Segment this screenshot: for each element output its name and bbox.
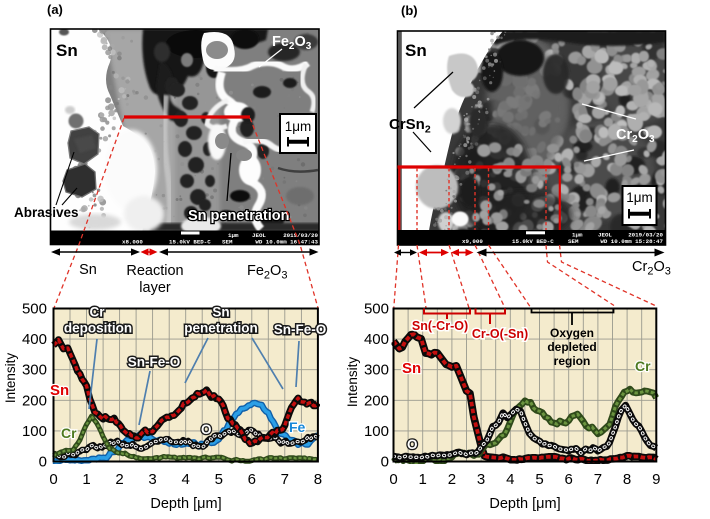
svg-text:x9,000: x9,000	[462, 238, 483, 245]
svg-text:Sn: Sn	[405, 41, 427, 60]
svg-text:(b): (b)	[401, 3, 418, 18]
svg-text:Sn: Sn	[79, 262, 97, 278]
svg-text:0: 0	[39, 454, 47, 471]
svg-text:9: 9	[652, 471, 660, 488]
svg-text:region: region	[554, 354, 591, 368]
svg-text:2019/03/20: 2019/03/20	[283, 232, 318, 239]
svg-text:O: O	[407, 437, 418, 452]
svg-text:Sn: Sn	[402, 360, 421, 377]
svg-text:3: 3	[148, 471, 156, 488]
svg-text:penetration: penetration	[184, 321, 258, 336]
svg-text:6: 6	[565, 471, 573, 488]
svg-text:O: O	[201, 422, 212, 437]
svg-text:Cr: Cr	[89, 305, 105, 320]
svg-text:Cr: Cr	[635, 358, 651, 374]
svg-text:Sn: Sn	[212, 305, 229, 320]
svg-text:0: 0	[49, 471, 57, 488]
svg-text:100: 100	[22, 423, 47, 440]
svg-text:Sn penetration: Sn penetration	[188, 208, 290, 224]
svg-text:SEM: SEM	[222, 238, 233, 245]
svg-text:300: 300	[22, 362, 47, 379]
svg-text:500: 500	[22, 301, 47, 318]
svg-text:500: 500	[364, 301, 389, 318]
svg-text:Sn(-Cr-O): Sn(-Cr-O)	[412, 319, 468, 333]
svg-text:x8,000: x8,000	[122, 238, 143, 245]
svg-text:Sn: Sn	[56, 41, 78, 60]
svg-text:6: 6	[248, 471, 256, 488]
svg-text:Cr2O3: Cr2O3	[616, 127, 655, 145]
svg-text:deposition: deposition	[64, 321, 132, 336]
svg-text:400: 400	[22, 331, 47, 348]
svg-text:Intensity: Intensity	[345, 357, 360, 408]
svg-text:Depth [μm]: Depth [μm]	[150, 496, 221, 512]
svg-text:Fe2O3: Fe2O3	[247, 263, 287, 282]
svg-text:200: 200	[22, 392, 47, 409]
svg-text:layer: layer	[139, 280, 171, 296]
svg-text:8: 8	[623, 471, 631, 488]
svg-text:2019/03/20: 2019/03/20	[628, 231, 663, 238]
svg-text:1μm: 1μm	[228, 232, 239, 239]
svg-text:400: 400	[364, 331, 389, 348]
svg-text:0: 0	[389, 471, 397, 488]
svg-text:Abrasives: Abrasives	[14, 205, 79, 220]
svg-text:1μm: 1μm	[285, 119, 312, 134]
svg-text:Sn-Fe-O: Sn-Fe-O	[274, 322, 327, 337]
svg-text:Sn-Fe-O: Sn-Fe-O	[128, 355, 181, 370]
svg-text:300: 300	[364, 362, 389, 379]
svg-text:4: 4	[182, 471, 190, 488]
svg-text:CrSn2: CrSn2	[389, 116, 431, 136]
svg-text:4: 4	[506, 471, 514, 488]
svg-text:Sn: Sn	[50, 382, 69, 399]
svg-text:Depth [μm]: Depth [μm]	[489, 496, 560, 512]
svg-text:JEOL: JEOL	[598, 231, 612, 238]
svg-text:Cr: Cr	[61, 425, 77, 441]
svg-text:1μm: 1μm	[572, 231, 583, 238]
svg-text:7: 7	[594, 471, 602, 488]
svg-text:1μm: 1μm	[626, 190, 653, 205]
svg-text:3: 3	[477, 471, 485, 488]
svg-text:Fe: Fe	[289, 419, 306, 435]
svg-text:1: 1	[419, 471, 427, 488]
svg-text:Cr-O(-Sn): Cr-O(-Sn)	[472, 327, 528, 341]
svg-text:15.0kV BED-C: 15.0kV BED-C	[512, 238, 554, 245]
svg-text:Reaction: Reaction	[126, 263, 183, 279]
svg-text:0: 0	[381, 454, 389, 471]
svg-text:2: 2	[115, 471, 123, 488]
svg-text:Oxygen: Oxygen	[550, 326, 594, 340]
svg-text:5: 5	[215, 471, 223, 488]
svg-text:100: 100	[364, 423, 389, 440]
svg-text:Intensity: Intensity	[3, 353, 18, 404]
svg-text:SEM: SEM	[568, 238, 579, 245]
svg-text:2: 2	[448, 471, 456, 488]
svg-text:200: 200	[364, 392, 389, 409]
svg-text:15.0kV BED-C: 15.0kV BED-C	[169, 238, 211, 245]
svg-text:WD 10.0mm 15:28:47: WD 10.0mm 15:28:47	[600, 238, 663, 245]
svg-text:WD 10.0mm 16:47:43: WD 10.0mm 16:47:43	[255, 238, 318, 245]
svg-text:Cr2O3: Cr2O3	[632, 259, 671, 278]
svg-text:Fe2O3: Fe2O3	[272, 34, 312, 52]
svg-text:JEOL: JEOL	[252, 232, 266, 239]
svg-text:depleted: depleted	[547, 340, 596, 354]
svg-text:1: 1	[82, 471, 90, 488]
svg-text:5: 5	[535, 471, 543, 488]
svg-text:7: 7	[281, 471, 289, 488]
svg-text:8: 8	[314, 471, 322, 488]
svg-text:(a): (a)	[47, 2, 63, 17]
